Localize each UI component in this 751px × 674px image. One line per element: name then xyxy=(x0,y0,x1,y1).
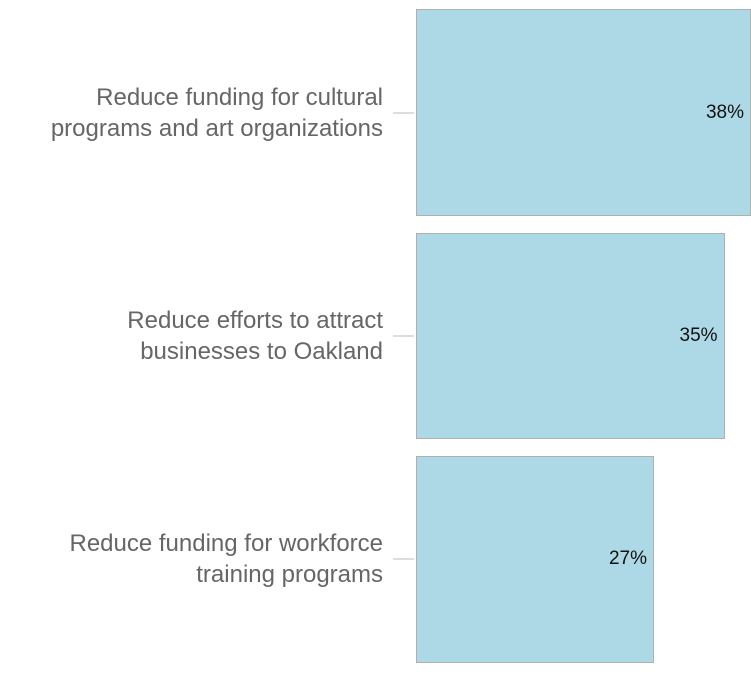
category-label: Reduce funding for workforce training pr… xyxy=(69,530,384,589)
value-label: 35% xyxy=(679,325,718,346)
bar xyxy=(416,456,655,663)
tick xyxy=(393,558,414,561)
category-label: Reduce funding for cultural programs and… xyxy=(50,83,383,142)
bar xyxy=(416,9,751,216)
category-label: Reduce efforts to attract businesses to … xyxy=(127,307,383,365)
value-label: 27% xyxy=(608,548,648,570)
tick xyxy=(393,111,414,114)
value-label: 38% xyxy=(705,101,744,123)
bar xyxy=(416,232,725,440)
tick xyxy=(393,335,414,337)
